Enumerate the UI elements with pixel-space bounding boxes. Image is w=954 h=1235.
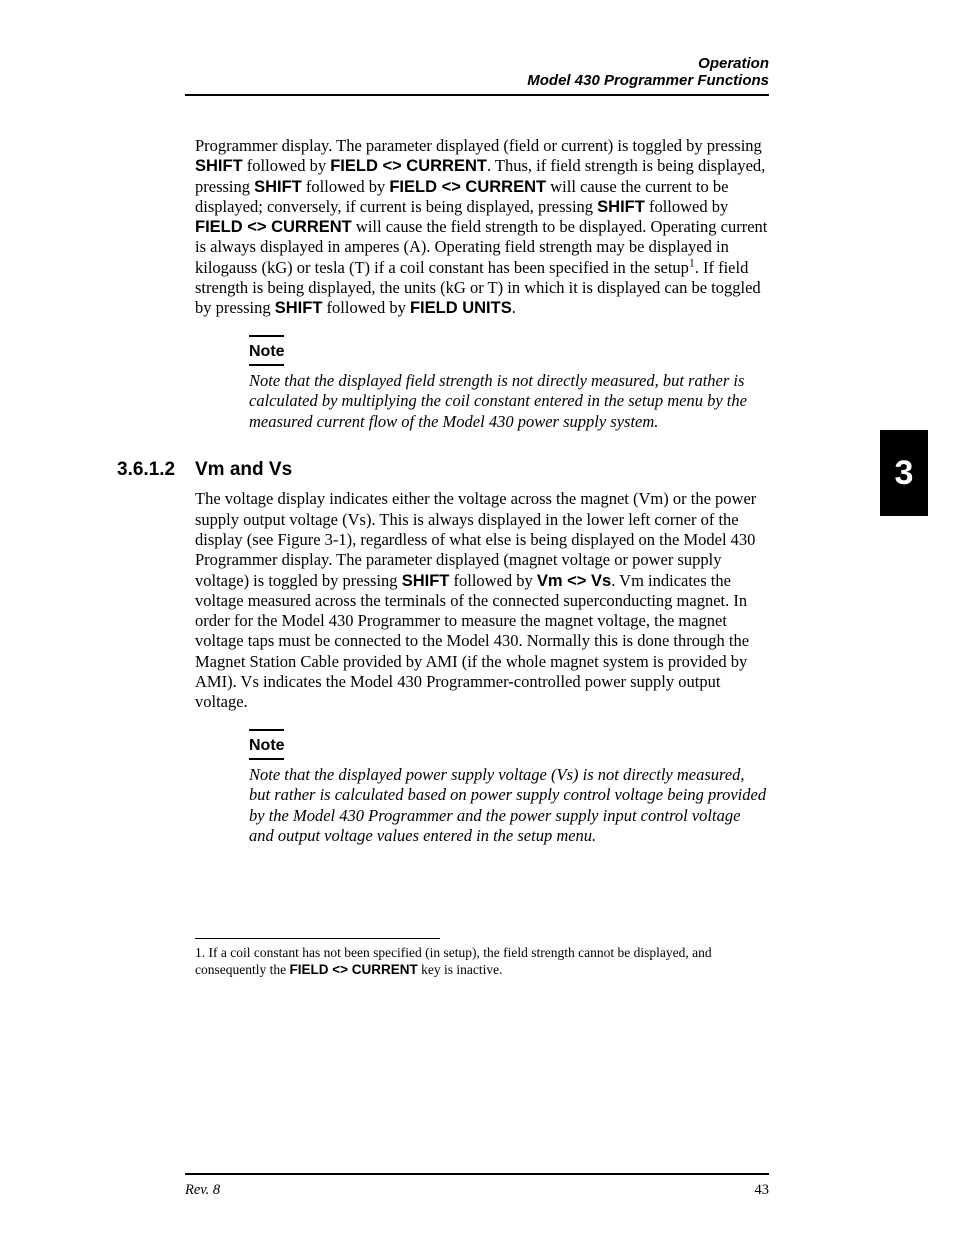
footer-revision: Rev. 8 [185,1182,220,1199]
text: followed by [645,197,728,216]
note-block-1: Note Note that the displayed field stren… [249,335,769,433]
key-shift: SHIFT [254,178,302,196]
key-field-current: FIELD <> CURRENT [195,218,352,236]
header-chapter: Operation [527,55,769,72]
key-vm-vs: Vm <> Vs [537,572,611,590]
subsection-heading: 3.6.1.2 Vm and Vs [195,458,769,481]
chapter-tab: 3 [880,430,928,516]
key-shift: SHIFT [195,157,243,175]
footer-rule [185,1173,769,1175]
note-body: Note that the displayed power supply vol… [249,765,769,846]
body-paragraph-2: The voltage display indicates either the… [195,489,769,712]
note-label: Note [249,342,769,362]
header-section: Model 430 Programmer Functions [527,72,769,89]
footnote-text: key is inactive. [418,962,503,977]
page-content: Programmer display. The parameter displa… [195,136,769,979]
footnote-1: 1. If a coil constant has not been speci… [195,945,769,979]
subsection-number: 3.6.1.2 [117,458,175,481]
key-field-current: FIELD <> CURRENT [389,178,546,196]
note-rule-top [249,729,284,731]
key-field-units: FIELD UNITS [410,299,512,317]
note-flag: Note [249,335,769,367]
key-shift: SHIFT [597,198,645,216]
footnote-rule [195,938,440,939]
note-rule-bottom [249,364,284,366]
note-block-2: Note Note that the displayed power suppl… [249,729,769,847]
text: followed by [243,156,331,175]
page-footer: Rev. 8 43 [185,1182,769,1199]
note-rule-top [249,335,284,337]
chapter-tab-number: 3 [895,454,914,493]
text: . Vm indicates the voltage measured acro… [195,571,749,712]
note-label: Note [249,736,769,756]
key-shift: SHIFT [402,572,450,590]
key-field-current: FIELD <> CURRENT [330,157,487,175]
footer-page-number: 43 [755,1182,770,1199]
key-field-current: FIELD <> CURRENT [289,962,417,977]
text: followed by [449,571,537,590]
body-paragraph-1: Programmer display. The parameter displa… [195,136,769,319]
note-body: Note that the displayed field strength i… [249,371,769,432]
text: followed by [322,298,410,317]
header-rule [185,94,769,96]
subsection-title: Vm and Vs [195,458,769,481]
note-flag: Note [249,729,769,761]
text: Programmer display. The parameter displa… [195,136,762,155]
text: followed by [302,177,390,196]
footnote-number: 1. [195,945,205,960]
text: . [512,298,516,317]
page-header: Operation Model 430 Programmer Functions [527,55,769,89]
note-rule-bottom [249,758,284,760]
key-shift: SHIFT [275,299,323,317]
